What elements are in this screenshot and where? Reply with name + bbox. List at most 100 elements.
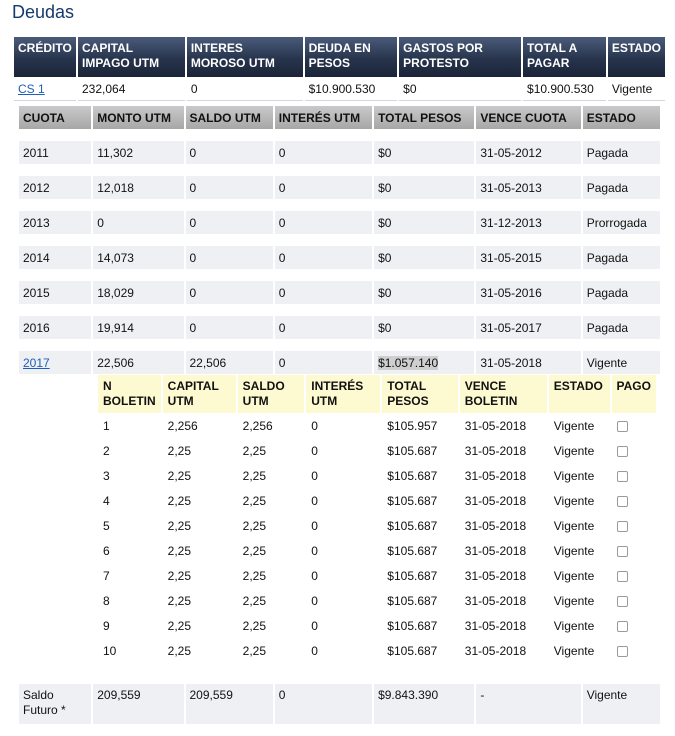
cell: 2,25 [242,543,267,558]
cell: 2015 [19,281,92,304]
cell: Vigente [553,493,595,508]
cell: $0 [374,176,475,199]
boletin-row: 5 2,25 2,25 0 $105.687 31-05-2018 Vigent… [98,513,656,538]
cell: $0 [399,77,522,101]
cell: 0 [274,316,373,339]
cell: Vigente [553,568,595,583]
boletin-row: 7 2,25 2,25 0 $105.687 31-05-2018 Vigent… [98,563,656,588]
cuota-row: 2014 14,073 0 0 $0 31-05-2015 Pagada [19,246,660,269]
pago-checkbox[interactable] [616,420,628,432]
cuota-row: 2013 0 0 0 $0 31-12-2013 Prorrogada [19,211,660,234]
cell: Vigente [582,351,660,374]
cell: 0 [274,211,373,234]
cell: 2,256 [242,418,273,433]
cell: 2,25 [167,643,192,658]
boletin-row: 8 2,25 2,25 0 $105.687 31-05-2018 Vigent… [98,588,656,613]
cell: 2011 [19,141,92,164]
cell: $105.957 [387,418,438,433]
col-header-interes-moroso: INTERES MOROSO UTM [186,37,303,77]
boletin-row: 3 2,25 2,25 0 $105.687 31-05-2018 Vigent… [98,463,656,488]
pago-checkbox[interactable] [616,545,628,557]
cell: 31-05-2018 [464,518,527,533]
cell: 0 [311,568,318,583]
cell: 2,25 [167,593,192,608]
col-header-pago: PAGO [611,375,656,413]
cell: $105.687 [387,568,438,583]
cell: 31-05-2018 [464,493,527,508]
cell: 0 [311,468,318,483]
credit-table: CRÉDITO CAPITAL IMPAGO UTM INTERES MOROS… [12,37,667,101]
boletin-row: 10 2,25 2,25 0 $105.687 31-05-2018 Vigen… [98,638,656,663]
cell: 0 [274,281,373,304]
pago-checkbox[interactable] [616,620,628,632]
col-header-capital-impago: CAPITAL IMPAGO UTM [77,37,185,77]
cell: 0 [311,493,318,508]
cell: Vigente [607,77,665,101]
cell: 0 [185,176,273,199]
cell: $105.687 [387,468,438,483]
cell: Vigente [582,684,660,724]
cell: 2,25 [167,568,192,583]
cell: 7 [103,568,110,583]
cell: Prorrogada [582,211,660,234]
cell: 10 [103,643,117,658]
saldo-futuro-label: Saldo Futuro * [19,684,92,724]
cell: Pagada [582,176,660,199]
cell: 11,302 [93,141,184,164]
cell: 0 [311,443,318,458]
col-header-capital: CAPITAL UTM [162,375,236,413]
cell: 31-05-2018 [464,418,527,433]
cell: 2,25 [242,618,267,633]
cell: 2,25 [242,593,267,608]
col-header-credito: CRÉDITO [14,37,76,77]
cell: Vigente [553,518,595,533]
cell: Vigente [553,618,595,633]
cell: 0 [274,141,373,164]
cell: 2,25 [167,493,192,508]
boletin-row: 2 2,25 2,25 0 $105.687 31-05-2018 Vigent… [98,438,656,463]
cell: 209,559 [93,684,184,724]
cuota-row: 2015 18,029 0 0 $0 31-05-2016 Pagada [19,281,660,304]
col-header-estado: ESTADO [607,37,665,77]
cell: Vigente [553,543,595,558]
cell: 2,25 [242,518,267,533]
cell: 22,506 [185,351,273,374]
col-header-interes: INTERÉS UTM [274,106,373,129]
credit-link[interactable]: CS 1 [18,81,45,96]
pago-checkbox[interactable] [616,520,628,532]
cell: 0 [311,418,318,433]
cell: 2014 [19,246,92,269]
pago-checkbox[interactable] [616,570,628,582]
cell: 31-05-2018 [464,643,527,658]
pago-checkbox[interactable] [616,645,628,657]
cell: $0 [374,246,475,269]
cell: Pagada [582,316,660,339]
cell: Pagada [582,141,660,164]
cell: 0 [274,246,373,269]
pago-checkbox[interactable] [616,445,628,457]
cell: 2013 [19,211,92,234]
cell: 0 [311,543,318,558]
cuota-link-2017[interactable]: 2017 [23,355,50,370]
cell: $105.687 [387,543,438,558]
cell: 0 [185,316,273,339]
cell: - [476,684,581,724]
cell: $0 [374,141,475,164]
cell: 2016 [19,316,92,339]
pago-checkbox[interactable] [616,495,628,507]
cell: 31-05-2018 [464,443,527,458]
cell: $0 [374,281,475,304]
cell: 2,25 [242,493,267,508]
cuotas-table: CUOTA MONTO UTM SALDO UTM INTERÉS UTM TO… [17,106,662,374]
cell: $0 [374,211,475,234]
cuota-row-active: 2017 22,506 22,506 0 $1.057.140 31-05-20… [19,351,660,374]
cuotas-header-row: CUOTA MONTO UTM SALDO UTM INTERÉS UTM TO… [19,106,660,129]
cell: 0 [274,684,373,724]
cell: 0 [311,643,318,658]
cell: 14,073 [93,246,184,269]
col-header-saldo: SALDO UTM [185,106,273,129]
pago-checkbox[interactable] [616,595,628,607]
cell: 3 [103,468,110,483]
pago-checkbox[interactable] [616,470,628,482]
cell: 4 [103,493,110,508]
